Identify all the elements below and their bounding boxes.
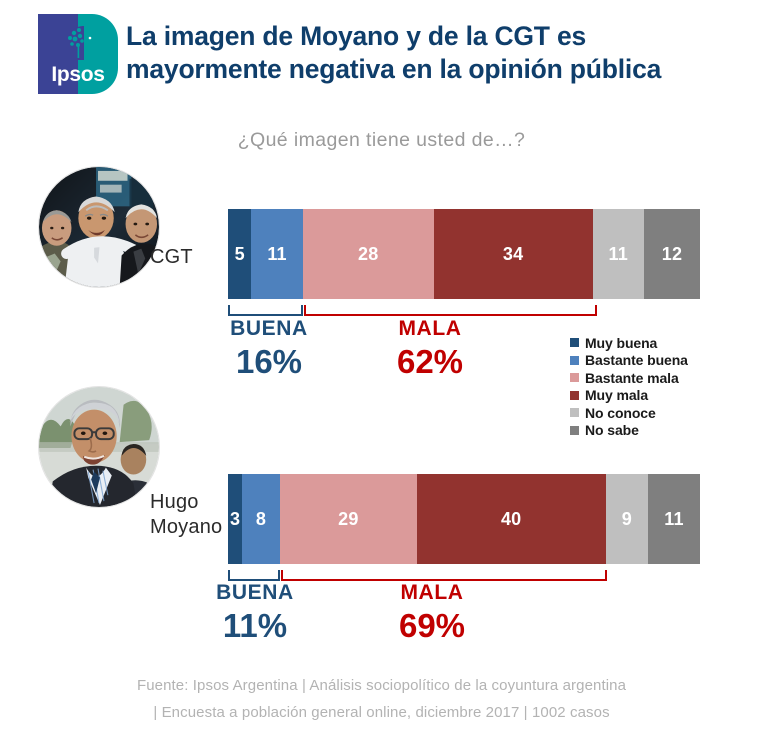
cgt-buena-callout: BUENA 16%: [214, 316, 324, 382]
source-footer-line2: | Encuesta a población general online, d…: [153, 704, 610, 721]
legend-item-bastante-buena: Bastante buena: [570, 352, 688, 370]
moyano-mala-callout: MALA 69%: [377, 580, 487, 646]
moyano-buena-bracket: [228, 568, 280, 581]
legend-item-muy-buena: Muy buena: [570, 334, 688, 352]
cgt-buena-bracket: [228, 303, 303, 316]
logo-left-panel: [38, 14, 78, 94]
legend-item-no-sabe: No sabe: [570, 422, 688, 440]
legend-swatch-muy-mala: [570, 390, 579, 400]
moyano-row-label: Hugo Moyano: [150, 490, 245, 540]
header: Ipsos La imagen de Moyano y de la CGT es…: [0, 0, 763, 108]
legend-swatch-bastante-mala: [570, 373, 579, 383]
legend-swatch-muy-buena: [570, 338, 579, 348]
face-tree-icon: [68, 26, 97, 68]
bracket-tick-left: [304, 305, 306, 316]
moyano-stacked-bar: 3 8 29 40 9 11: [228, 474, 700, 564]
source-footer-line1: Fuente: Ipsos Argentina | Análisis socio…: [136, 677, 627, 694]
page-title: La imagen de Moyano y de la CGT es mayor…: [126, 20, 751, 86]
cgt-seg-no-sabe: 12: [643, 209, 701, 299]
moyano-seg-muy-buena: 3: [228, 474, 243, 564]
moyano-mala-word: MALA: [400, 581, 464, 604]
moyano-seg-muy-mala: 40: [416, 474, 606, 564]
bracket-line: [281, 579, 607, 581]
cgt-leaders-photo: [38, 166, 160, 288]
legend-label: Muy mala: [585, 387, 648, 404]
cgt-seg-bastante-mala: 28: [302, 209, 434, 299]
source-footer: Fuente: Ipsos Argentina | Análisis socio…: [0, 672, 763, 726]
cgt-mala-callout: MALA 62%: [375, 316, 485, 382]
bracket-tick-right: [605, 570, 607, 581]
moyano-mala-pct: 69%: [398, 607, 466, 644]
bracket-line: [304, 314, 597, 316]
moyano-seg-bastante-buena: 8: [242, 474, 280, 564]
legend-swatch-no-conoce: [570, 408, 579, 418]
moyano-row-label-line1: Hugo: [150, 491, 199, 513]
moyano-seg-no-conoce: 9: [605, 474, 649, 564]
legend-label: No conoce: [585, 404, 656, 421]
cgt-mala-bracket: [304, 303, 597, 316]
moyano-seg-bastante-mala: 29: [279, 474, 417, 564]
moyano-buena-pct: 11%: [222, 607, 288, 644]
legend-label: Bastante buena: [585, 352, 688, 369]
bracket-tick-left: [228, 570, 230, 581]
moyano-buena-callout: BUENA 11%: [200, 580, 310, 646]
cgt-buena-pct: 16%: [235, 343, 303, 380]
cgt-seg-bastante-buena: 11: [251, 209, 303, 299]
moyano-buena-word: BUENA: [216, 581, 294, 604]
chart-question-subtitle: ¿Qué imagen tiene usted de…?: [237, 129, 526, 151]
bracket-tick-left: [281, 570, 283, 581]
legend-item-muy-mala: Muy mala: [570, 387, 688, 405]
legend-item-no-conoce: No conoce: [570, 404, 688, 422]
legend-swatch-bastante-buena: [570, 355, 579, 365]
bracket-line: [228, 314, 303, 316]
page-title-line1: La imagen de Moyano y de la CGT es: [126, 21, 587, 51]
moyano-seg-no-sabe: 11: [648, 474, 700, 564]
cgt-seg-no-conoce: 11: [592, 209, 644, 299]
legend-label: Bastante mala: [585, 369, 679, 386]
moyano-mala-bracket: [281, 568, 607, 581]
bracket-line: [228, 579, 280, 581]
moyano-row-label-line2: Moyano: [150, 516, 223, 538]
legend-label: Muy buena: [585, 334, 658, 351]
cgt-buena-word: BUENA: [230, 317, 308, 340]
cgt-row-label: CGT: [150, 246, 193, 268]
legend-label: No sabe: [585, 422, 639, 439]
legend-swatch-no-sabe: [570, 425, 579, 435]
page-title-line2: mayormente negativa en la opinión públic…: [126, 54, 662, 84]
logo-wordmark: Ipsos: [51, 63, 105, 86]
cgt-mala-pct: 62%: [396, 343, 464, 380]
cgt-mala-word: MALA: [398, 317, 462, 340]
bracket-tick-right: [595, 305, 597, 316]
cgt-stacked-bar: 5 11 28 34 11 12: [228, 209, 701, 299]
bracket-tick-right: [278, 570, 280, 581]
cgt-seg-muy-buena: 5: [228, 209, 252, 299]
chart-legend: Muy buena Bastante buena Bastante mala M…: [570, 334, 688, 439]
legend-item-bastante-mala: Bastante mala: [570, 369, 688, 387]
ipsos-logo: Ipsos: [38, 14, 118, 94]
cgt-seg-muy-mala: 34: [433, 209, 593, 299]
bracket-tick-left: [228, 305, 230, 316]
hugo-moyano-photo: [38, 386, 160, 508]
bracket-tick-right: [301, 305, 303, 316]
